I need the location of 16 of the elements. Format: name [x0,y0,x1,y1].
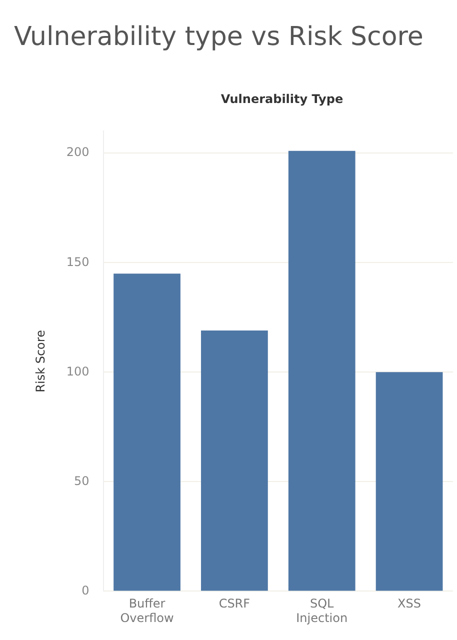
y-tick-label: 100 [66,364,90,378]
y-tick-label: 200 [66,145,90,160]
x-tick-label: SQL Injection [296,596,348,625]
chart-title: Vulnerability type vs Risk Score [14,21,424,54]
y-axis-title: Risk Score [33,330,48,392]
x-tick-label: Buffer Overflow [120,596,174,625]
bar [376,372,443,591]
y-tick-label: 0 [82,583,90,598]
bar [201,330,268,591]
x-tick-label: XSS [398,596,422,611]
bar [288,150,356,591]
y-tick-label: 150 [66,254,90,269]
y-tick-label: 50 [74,474,90,488]
bar [114,274,180,591]
x-axis-title: Vulnerability Type [220,92,344,106]
x-tick-label: CSRF [218,596,250,611]
